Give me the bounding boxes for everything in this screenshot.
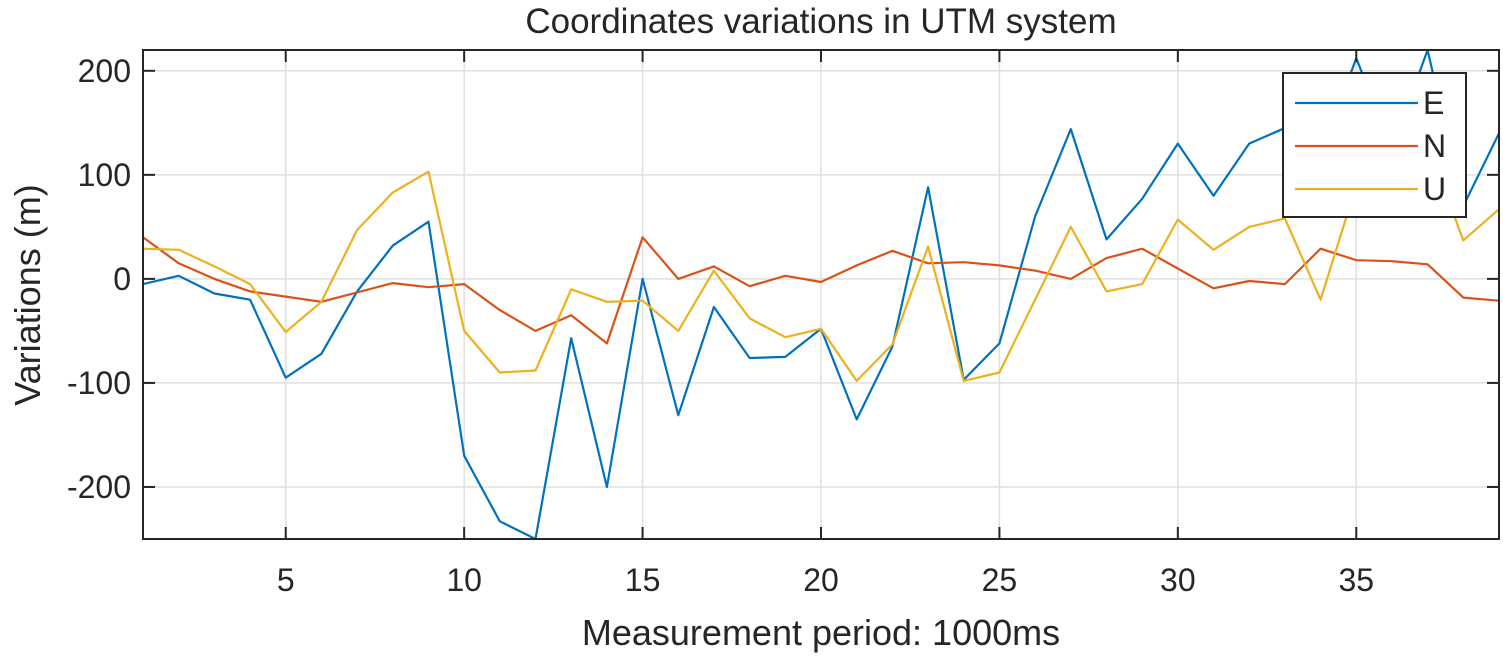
x-tick-label: 5 xyxy=(277,562,295,598)
series-lines xyxy=(143,50,1499,539)
x-tick-label: 20 xyxy=(803,562,839,598)
x-tick-label: 10 xyxy=(446,562,482,598)
legend: ENU xyxy=(1282,72,1467,218)
series-line-u xyxy=(143,132,1499,382)
x-tick-label: 15 xyxy=(625,562,661,598)
y-tick-label: -200 xyxy=(67,469,131,505)
legend-label-u: U xyxy=(1423,171,1446,207)
legend-label-n: N xyxy=(1423,128,1446,164)
chart-title: Coordinates variations in UTM system xyxy=(525,2,1116,41)
x-tick-label: 25 xyxy=(982,562,1018,598)
legend-label-e: E xyxy=(1423,85,1444,121)
tick-labels: 5 10 15 20 25 30 35 -200 -100 0 100 200 xyxy=(67,53,1374,598)
axis-ticks xyxy=(143,50,1499,539)
y-tick-label: 0 xyxy=(113,261,131,297)
x-axis-label: Measurement period: 1000ms xyxy=(582,612,1060,653)
y-tick-label: 200 xyxy=(78,53,131,89)
y-axis-label: Variations (m) xyxy=(7,184,48,405)
y-tick-label: -100 xyxy=(67,365,131,401)
series-clip-group xyxy=(143,50,1499,539)
series-line-n xyxy=(143,236,1499,345)
x-tick-label: 35 xyxy=(1338,562,1374,598)
y-tick-label: 100 xyxy=(78,157,131,193)
grid xyxy=(143,50,1499,539)
x-tick-label: 30 xyxy=(1160,562,1196,598)
